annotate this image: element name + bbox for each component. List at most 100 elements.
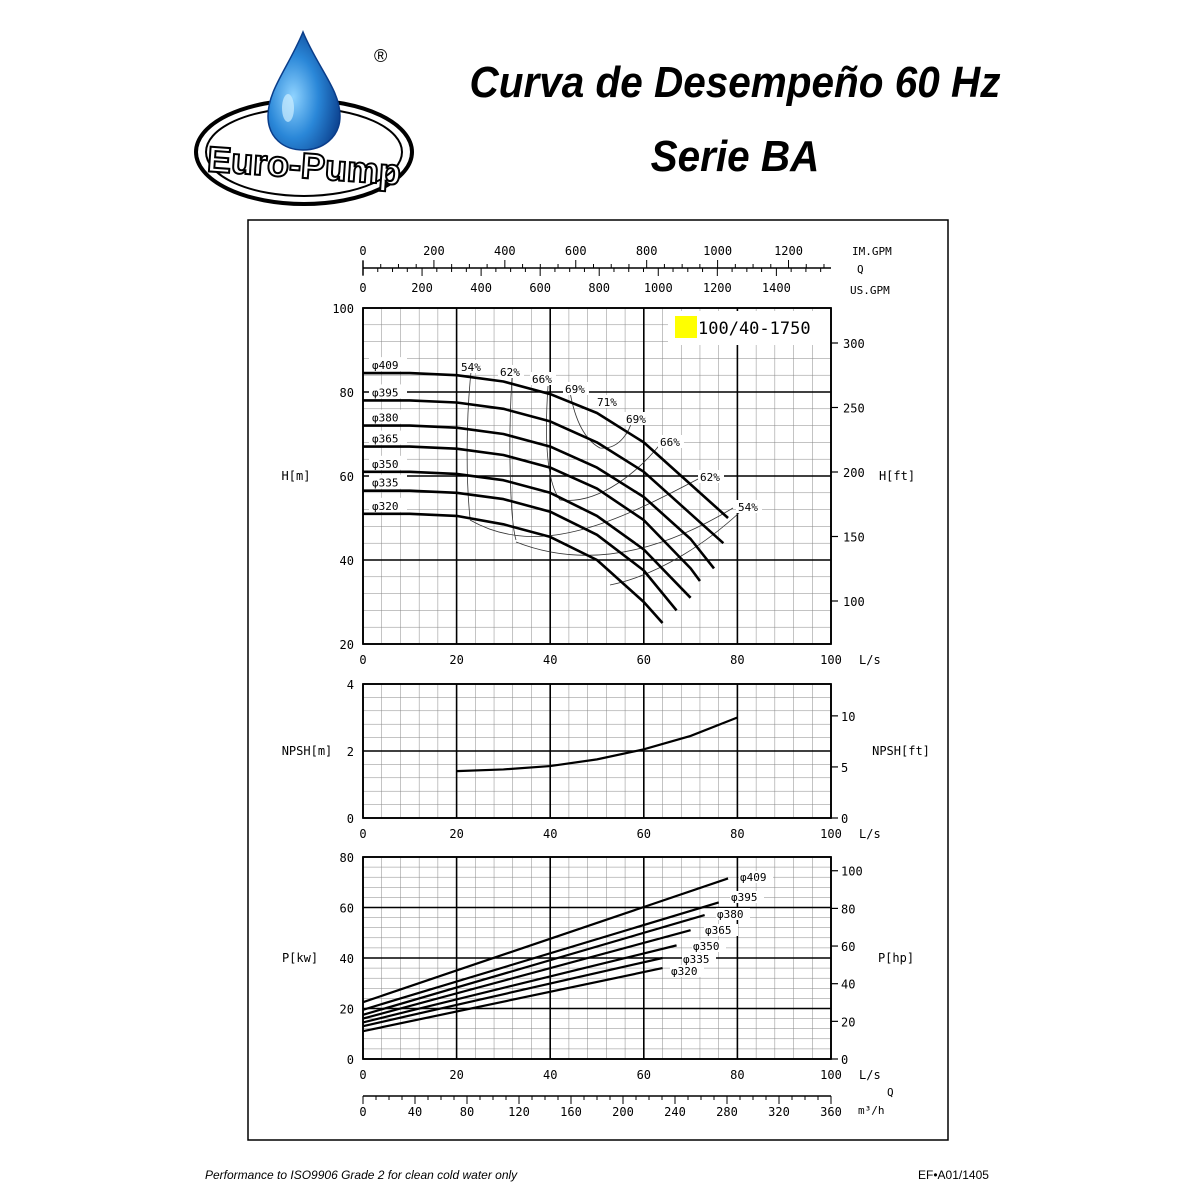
power-curve-φ365 [362,929,691,1020]
y-tick-label: 0 [347,1053,354,1067]
power-curve-label: φ350 [693,940,720,953]
efficiency-label-bg [459,360,485,373]
head-curve-label: φ395 [372,386,399,399]
curve-label-bg [369,430,407,445]
page-title: Curva de Desempeño 60 Hz [469,58,1001,107]
efficiency-label: 54% [461,361,481,374]
im-gpm-tick-label: 400 [494,244,516,258]
us-gpm-tick-label: 1000 [644,281,673,295]
y-right-tick-label: 100 [843,595,865,609]
efficiency-label-bg [563,382,589,395]
m3h-tick-label: 160 [560,1105,582,1119]
y-tick-label: 60 [340,470,354,484]
us-gpm-label: US.GPM [850,284,890,297]
y-right-axis-label: NPSH[ft] [872,744,930,758]
y-tick-label: 2 [347,745,354,759]
efficiency-label: 66% [660,436,680,449]
plot-border [362,683,832,819]
efficiency-label: 54% [738,501,758,514]
footer-note: Performance to ISO9906 Grade 2 for clean… [205,1168,518,1182]
plot-border [362,307,832,645]
power-label-bg [692,940,726,952]
power-curve-φ320 [362,967,663,1033]
x-tick-label: 100 [820,1068,842,1082]
y-right-tick-label: 20 [841,1015,855,1029]
y-tick-label: 4 [347,678,354,692]
power-label-bg [716,908,750,920]
efficiency-iso-line [515,507,734,556]
y-right-tick-label: 300 [843,337,865,351]
power-label-bg [704,924,738,936]
x-tick-label: 0 [359,653,366,667]
x-tick-label: 60 [637,1068,651,1082]
power-curve-label: φ380 [717,908,744,921]
y-right-tick-label: 60 [841,940,855,954]
y-axis-label: P[kw] [282,951,318,965]
y-tick-label: 40 [340,952,354,966]
x-tick-label: 60 [637,653,651,667]
y-right-tick-label: 150 [843,531,865,545]
y-right-tick-label: 0 [841,812,848,826]
chart-frame [247,219,949,1141]
y-tick-label: 20 [340,638,354,652]
y-tick-label: 80 [340,386,354,400]
y-right-axis-label: H[ft] [879,469,915,483]
us-gpm-tick-label: 1200 [703,281,732,295]
y-axis-label: NPSH[m] [282,744,333,758]
us-gpm-tick-label: 600 [529,281,551,295]
curve-label-bg [369,409,407,424]
efficiency-label-bg [698,470,724,483]
q-label: Q [857,263,864,276]
q-bottom-label: Q [887,1086,894,1099]
x-tick-label: 100 [820,827,842,841]
head-curve-φ335 [363,489,678,612]
y-tick-label: 100 [332,302,354,316]
efficiency-label: 71% [597,396,617,409]
head-curve-φ365 [363,445,702,582]
power-curve-φ409 [362,877,729,1004]
x-tick-label: 40 [543,1068,557,1082]
npsh-curve [456,716,738,773]
x-tick-label: 60 [637,827,651,841]
curve-label-bg [369,357,407,372]
x-tick-label: 80 [730,1068,744,1082]
x-tick-label: 40 [543,827,557,841]
power-curve-label: φ320 [671,965,698,978]
efficiency-label-bg [530,372,556,385]
efficiency-label: 62% [500,366,520,379]
curve-label-bg [369,497,407,512]
power-curve-label: φ365 [705,924,732,937]
efficiency-label: 62% [700,471,720,484]
x-tick-label: 0 [359,827,366,841]
efficiency-iso-line [466,371,472,519]
y-right-tick-label: 0 [841,1053,848,1067]
head-curve-φ409 [363,371,729,519]
efficiency-iso-line [509,377,517,541]
model-tag-swatch [675,316,697,338]
m3h-tick-label: 200 [612,1105,634,1119]
x-tick-label: 80 [730,827,744,841]
efficiency-label-bg [624,412,650,425]
head-curve-φ395 [363,399,725,545]
head-curve-φ350 [363,470,692,599]
m3h-tick-label: 0 [359,1105,366,1119]
curve-label-bg [369,455,407,470]
m3h-tick-label: 120 [508,1105,530,1119]
curve-label-bg [369,384,407,399]
m3h-label: m³/h [858,1104,885,1117]
power-curve-label: φ409 [740,871,767,884]
model-label: 100/40-1750 [698,319,811,339]
page-subtitle: Serie BA [650,132,820,181]
us-gpm-tick-label: 200 [411,281,433,295]
im-gpm-label: IM.GPM [852,245,892,258]
x-tick-label: 0 [359,1068,366,1082]
im-gpm-tick-label: 1000 [703,244,732,258]
y-right-tick-label: 40 [841,978,855,992]
us-gpm-tick-label: 400 [470,281,492,295]
curve-label-bg [369,474,407,489]
x-axis-label: L/s [859,653,881,667]
y-right-tick-label: 10 [841,710,855,724]
y-right-tick-label: 80 [841,902,855,916]
y-tick-label: 40 [340,554,354,568]
